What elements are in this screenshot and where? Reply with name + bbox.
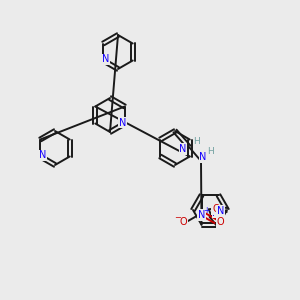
Text: N: N <box>39 151 46 160</box>
Text: N: N <box>119 118 126 128</box>
Text: O: O <box>212 204 220 214</box>
Text: +: + <box>203 206 210 215</box>
Text: N: N <box>217 206 224 216</box>
Text: H: H <box>194 137 200 146</box>
Text: O: O <box>217 217 224 227</box>
Text: N: N <box>102 55 109 64</box>
Text: N: N <box>179 144 187 154</box>
Text: H: H <box>208 146 214 155</box>
Text: O: O <box>180 217 187 227</box>
Text: −: − <box>174 213 181 222</box>
Text: N: N <box>199 152 207 162</box>
Text: N: N <box>212 208 220 218</box>
Text: N: N <box>198 210 205 220</box>
